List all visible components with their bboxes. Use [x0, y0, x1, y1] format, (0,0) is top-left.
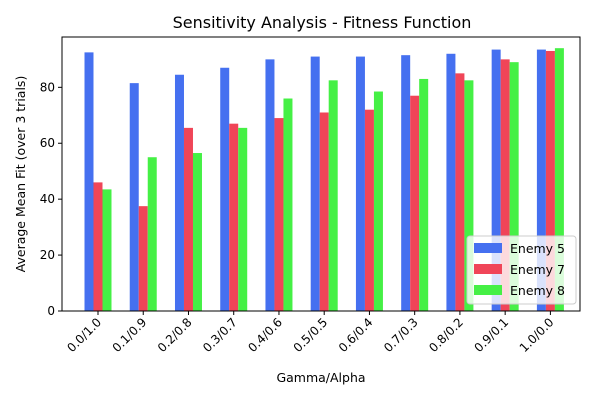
bar-enemy-7-1-0-0-0 — [545, 50, 555, 312]
bar-enemy-5-0-8-0-2 — [446, 53, 456, 311]
legend: Enemy 5 Enemy 7 Enemy 8 — [466, 235, 577, 305]
y-axis-label: Average Mean Fit (over 3 trials) — [13, 76, 28, 273]
legend-label-enemy-5: Enemy 5 — [510, 241, 565, 256]
plot-frame — [61, 36, 581, 312]
chart-title: Sensitivity Analysis - Fitness Function — [173, 13, 472, 32]
x-axis-label: Gamma/Alpha — [276, 370, 365, 385]
bar-enemy-7-0-4-0-6 — [274, 118, 284, 311]
y-tick-label: 40 — [40, 192, 55, 206]
bar-enemy-8-0-6-0-4 — [373, 91, 383, 311]
bar-enemy-8-0-0-1-0 — [102, 189, 112, 311]
bar-enemy-5-0-7-0-3 — [401, 55, 411, 312]
bar-enemy-5-0-0-1-0 — [84, 52, 94, 311]
bar-enemy-5-0-1-0-9 — [129, 83, 139, 311]
bar-enemy-7-0-3-0-7 — [229, 123, 239, 312]
legend-label-enemy-7: Enemy 7 — [510, 262, 565, 277]
y-tick-label: 0 — [47, 304, 55, 318]
legend-label-enemy-8: Enemy 8 — [510, 283, 565, 298]
bar-enemy-7-0-7-0-3 — [410, 95, 420, 311]
legend-swatch-enemy-8 — [474, 285, 502, 295]
bar-enemy-7-0-0-1-0 — [93, 182, 103, 311]
bar-enemy-7-0-6-0-4 — [364, 109, 374, 311]
legend-swatch-enemy-5 — [474, 243, 502, 253]
bar-enemy-8-1-0-0-0 — [554, 48, 564, 311]
bar-enemy-8-0-8-0-2 — [464, 80, 474, 311]
bar-enemy-5-1-0-0-0 — [536, 49, 546, 311]
bar-enemy-5-0-2-0-8 — [174, 74, 184, 311]
legend-swatch-enemy-7 — [474, 264, 502, 274]
bars-group — [84, 48, 564, 312]
bar-enemy-8-0-1-0-9 — [147, 157, 157, 311]
bar-enemy-7-0-5-0-5 — [319, 112, 329, 311]
bar-enemy-5-0-4-0-6 — [265, 59, 275, 312]
bar-enemy-8-0-9-0-1 — [509, 62, 519, 311]
bar-enemy-7-0-2-0-8 — [183, 127, 193, 312]
bar-enemy-8-0-2-0-8 — [192, 153, 202, 311]
bar-enemy-5-0-5-0-5 — [310, 56, 320, 312]
bar-enemy-7-0-9-0-1 — [500, 59, 510, 312]
bar-enemy-5-0-9-0-1 — [491, 49, 501, 311]
bar-enemy-8-0-4-0-6 — [283, 98, 293, 312]
bar-enemy-5-0-3-0-7 — [220, 67, 230, 312]
bar-enemy-8-0-5-0-5 — [328, 80, 338, 311]
bar-enemy-5-0-6-0-4 — [355, 56, 365, 312]
y-tick-label: 60 — [40, 136, 55, 150]
bar-enemy-7-0-8-0-2 — [455, 73, 465, 311]
y-tick-label: 80 — [40, 80, 55, 94]
bar-enemy-8-0-3-0-7 — [238, 127, 248, 312]
bar-enemy-7-0-1-0-9 — [138, 206, 148, 311]
y-axis: 0 20 40 60 80 — [40, 80, 62, 318]
y-tick-label: 20 — [40, 248, 55, 262]
bar-enemy-8-0-7-0-3 — [419, 78, 429, 311]
